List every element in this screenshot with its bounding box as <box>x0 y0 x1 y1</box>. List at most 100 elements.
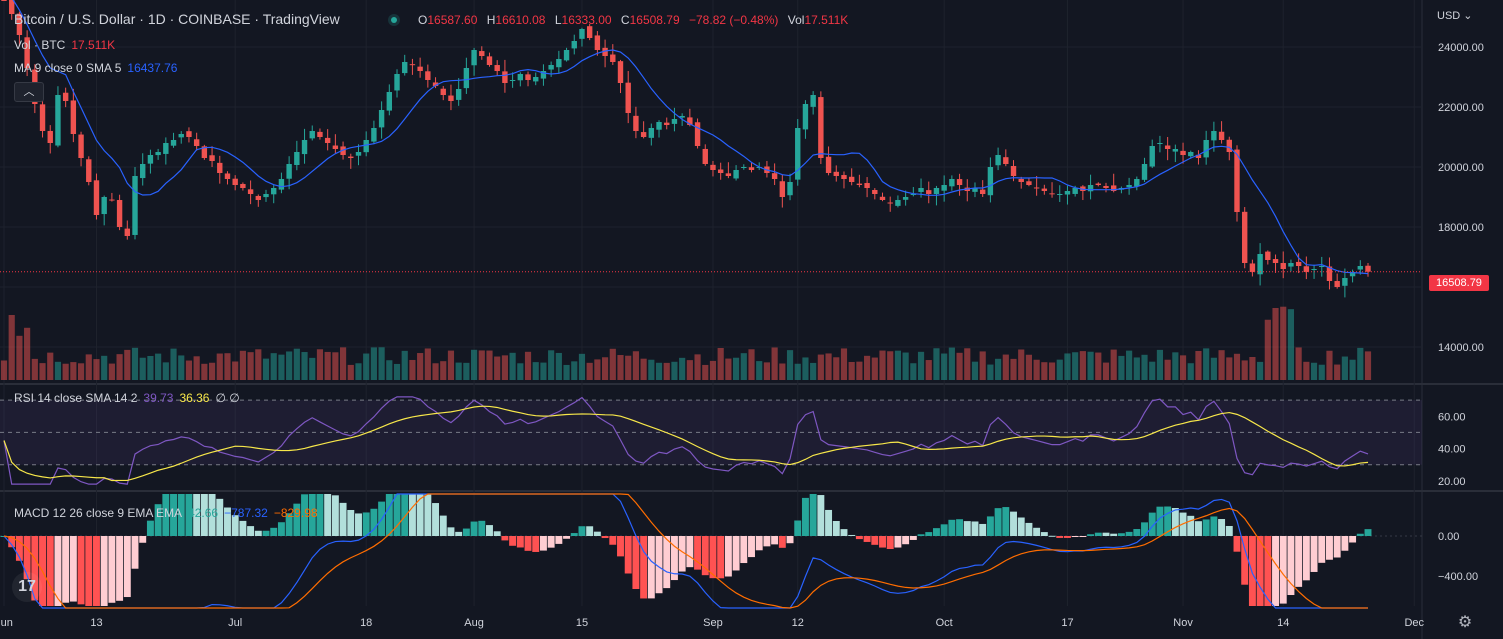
volume-bar <box>208 362 216 380</box>
candle-body <box>1057 194 1063 195</box>
macd-legend[interactable]: MACD 12 26 close 9 EMA EMA 42.66 −787.32 −8… <box>14 506 318 520</box>
candle-body <box>1295 261 1302 266</box>
tradingview-logo-icon[interactable]: 17 <box>12 572 42 602</box>
macd-histogram-bar <box>624 536 632 574</box>
volume-bar <box>1280 306 1287 380</box>
volume-bar <box>232 361 239 380</box>
volume-bar <box>1133 357 1140 380</box>
candle-body <box>1272 259 1279 263</box>
chart-title: Bitcoin / U.S. Dollar · 1D · COINBASE · … <box>14 11 340 27</box>
volume-legend-label: Vol · BTC <box>14 38 66 52</box>
macd-histogram-bar <box>902 536 910 545</box>
high-label: H <box>486 13 496 27</box>
ma-legend[interactable]: MA 9 close 0 SMA 5 16437.76 <box>14 61 177 75</box>
candle-body <box>1026 181 1032 185</box>
time-axis-label: Jun <box>0 617 13 629</box>
candle-body <box>902 197 909 200</box>
macd-histogram-bar <box>532 536 540 552</box>
candle-body <box>147 155 154 164</box>
macd-hist-value: 42.66 <box>188 506 219 520</box>
volume-bar <box>794 363 801 380</box>
candle-body <box>332 145 339 149</box>
macd-histogram-bar <box>100 536 108 606</box>
volume-bar <box>24 327 31 380</box>
volume-bar <box>339 347 347 380</box>
macd-histogram-bar <box>1218 519 1226 536</box>
macd-histogram-bar <box>832 521 840 536</box>
volume-bar <box>779 363 786 380</box>
time-axis-label: Jul <box>228 617 242 629</box>
macd-tick-label: 0.00 <box>1438 531 1459 543</box>
volume-bar <box>733 357 740 380</box>
candle-body <box>1033 187 1040 189</box>
macd-histogram-bar <box>1349 536 1357 543</box>
macd-histogram-bar <box>154 504 162 536</box>
volume-bar <box>563 364 570 380</box>
volume-bar <box>470 349 478 380</box>
macd-histogram-bar <box>871 536 879 545</box>
candle-body <box>317 131 323 137</box>
candle-body <box>16 13 23 36</box>
macd-histogram-bar <box>285 513 293 536</box>
price-tick-label: 18000.00 <box>1438 222 1484 234</box>
candle-body <box>78 134 84 158</box>
gear-icon[interactable]: ⚙ <box>1457 614 1473 631</box>
candle-body <box>594 35 601 50</box>
volume-bar <box>1195 350 1202 380</box>
macd-histogram-bar <box>1333 536 1341 558</box>
candle-body <box>563 50 570 61</box>
macd-histogram-bar <box>1033 527 1041 536</box>
volume-bar <box>1249 356 1256 380</box>
rsi-legend[interactable]: RSI 14 close SMA 14 2 39.73 36.36 ∅ ∅ <box>14 391 240 405</box>
volume-bar <box>1118 355 1125 380</box>
macd-histogram-bar <box>778 536 786 548</box>
macd-histogram-bar <box>694 536 702 570</box>
macd-histogram-bar <box>146 520 154 536</box>
volume-bar <box>663 362 670 380</box>
macd-histogram-bar <box>1063 536 1071 538</box>
time-axis-label: 17 <box>1061 617 1073 629</box>
macd-histogram-bar <box>254 530 262 536</box>
macd-histogram-bar <box>1210 516 1218 536</box>
candle-body <box>517 74 524 81</box>
volume-bar <box>1233 353 1241 380</box>
collapse-legend-button[interactable]: ︿ <box>14 82 44 102</box>
volume-bar <box>1018 349 1025 380</box>
macd-histogram-bar <box>1148 512 1156 536</box>
volume-legend[interactable]: Vol · BTC 17.511K <box>14 38 115 52</box>
volume-bar <box>147 355 154 380</box>
candle-body <box>579 29 585 39</box>
currency-selector[interactable]: USD ⌄ <box>1437 9 1473 22</box>
candle-body <box>1072 188 1078 194</box>
volume-bar <box>393 363 401 380</box>
candle-body <box>679 116 685 118</box>
volume-bar <box>1179 355 1187 380</box>
candle-body <box>610 54 616 62</box>
candle-body <box>178 134 184 138</box>
macd-histogram-bar <box>1225 525 1233 536</box>
volume-bar <box>1002 354 1009 380</box>
candle-body <box>1357 266 1363 270</box>
macd-histogram-bar <box>85 536 93 606</box>
macd-histogram-bar <box>93 536 100 606</box>
candle-body <box>1234 149 1240 212</box>
volume-bar <box>925 360 932 380</box>
candle-body <box>571 41 577 49</box>
volume-legend-value: 17.511K <box>71 38 116 52</box>
volume-bar <box>679 357 686 380</box>
time-axis-label: 12 <box>792 617 804 629</box>
candle-body <box>625 82 631 113</box>
macd-histogram-bar <box>277 522 285 536</box>
candle-body <box>301 140 308 155</box>
candle-body <box>702 148 708 164</box>
candle-body <box>39 104 46 131</box>
macd-histogram-bar <box>301 494 309 536</box>
candle-body <box>656 122 662 130</box>
volume-bar <box>70 362 77 380</box>
candle-body <box>1342 278 1348 286</box>
volume-bar <box>1334 364 1341 380</box>
volume-bar <box>748 349 755 380</box>
macd-histogram-bar <box>632 536 640 589</box>
candle-body <box>9 0 15 14</box>
